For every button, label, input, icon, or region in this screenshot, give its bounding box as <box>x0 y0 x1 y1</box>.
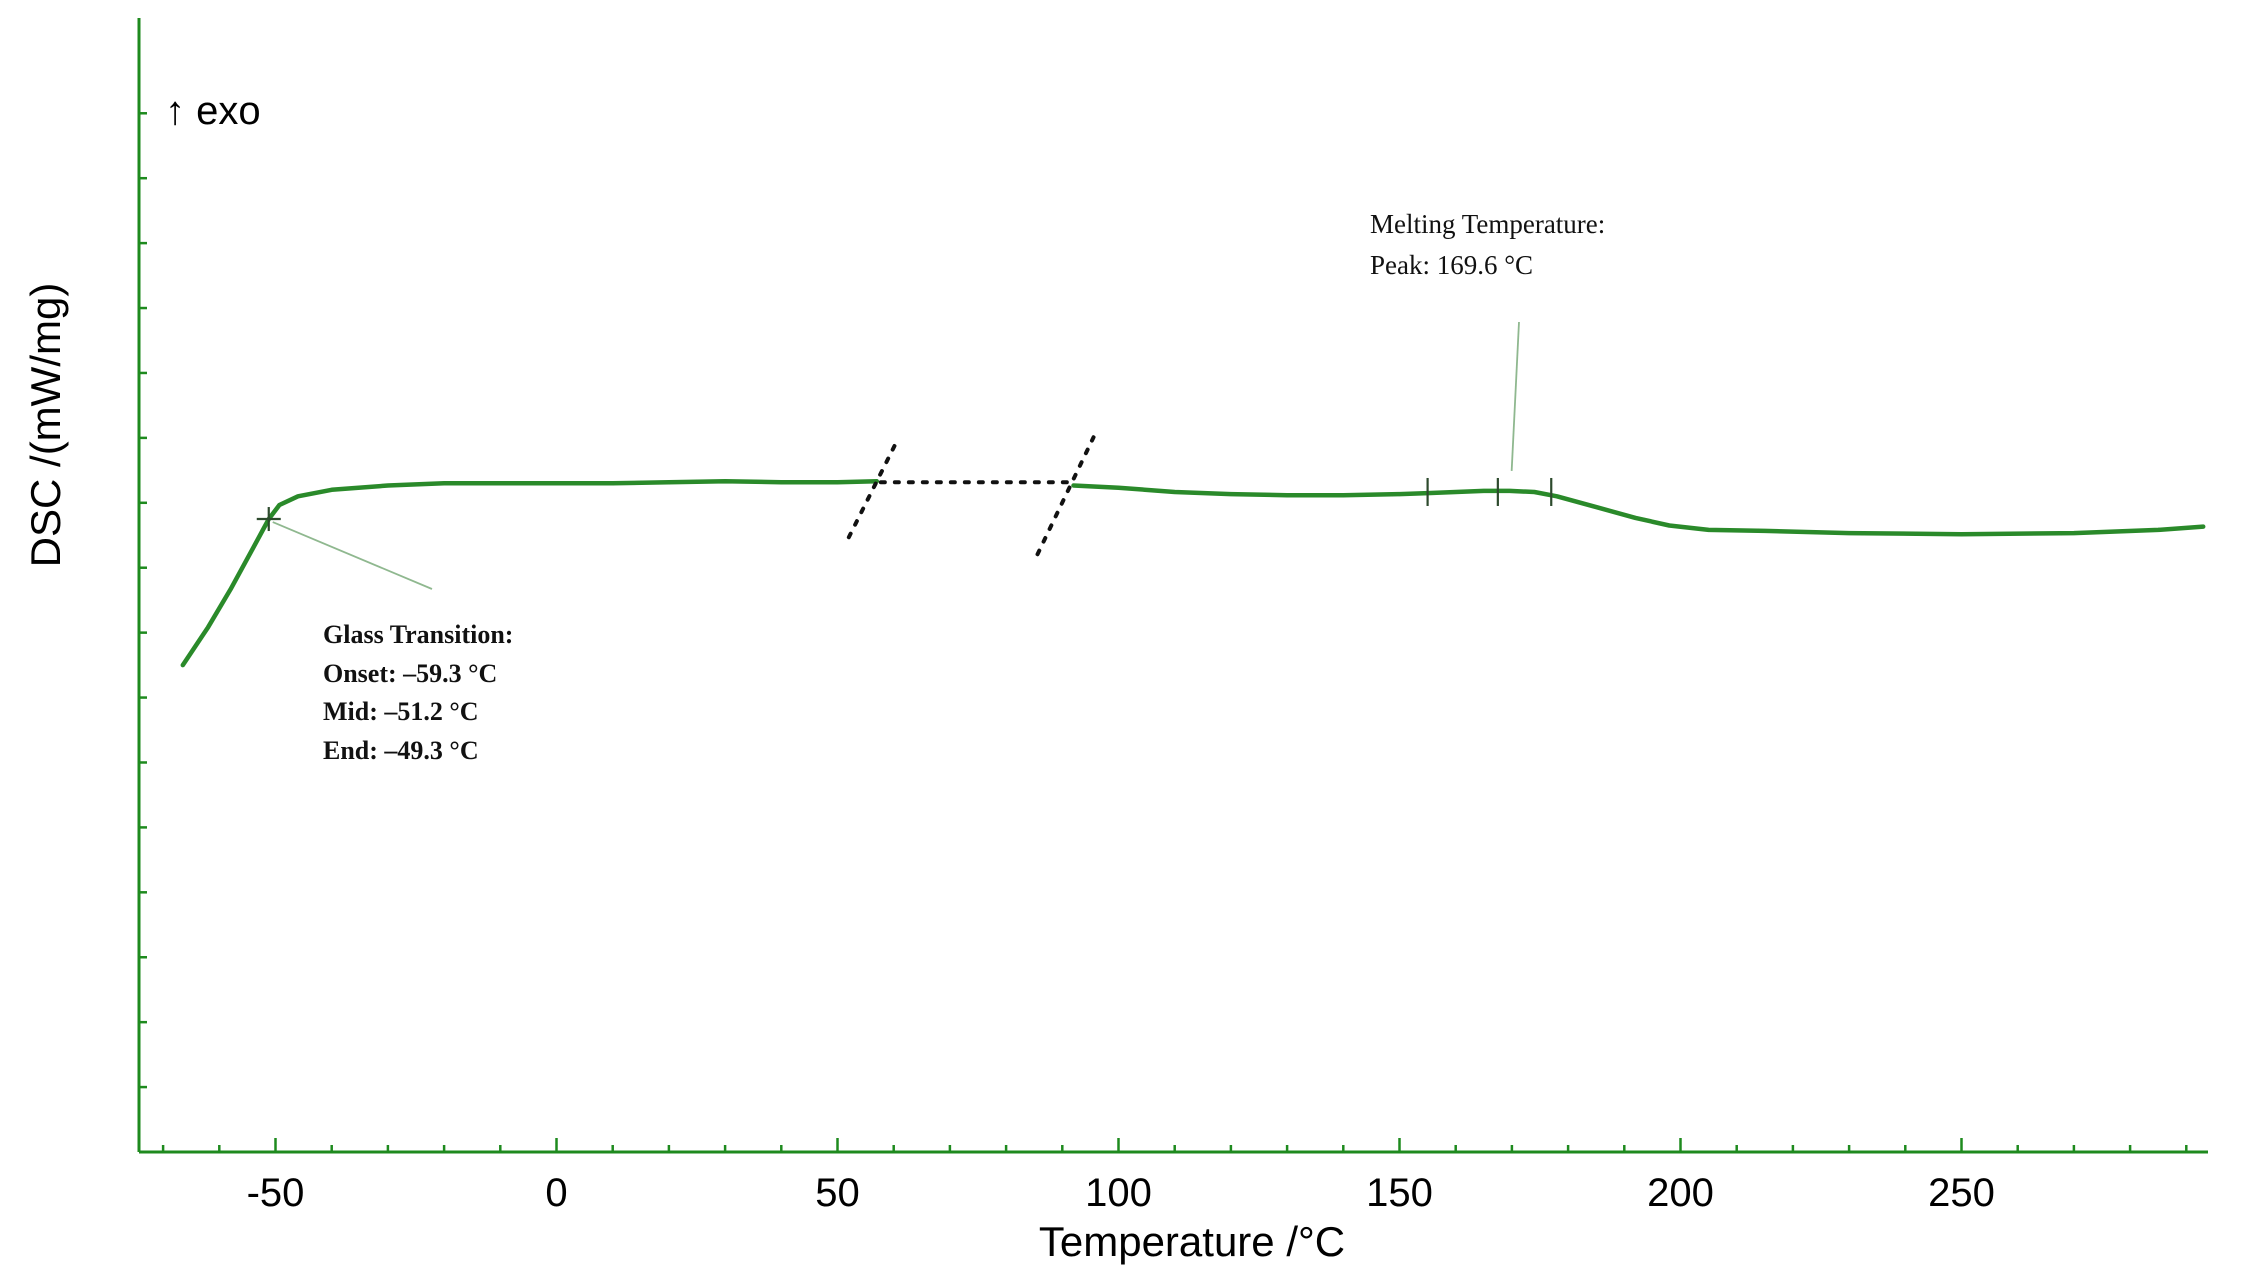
x-axis-ticks <box>161 1138 2188 1152</box>
melting-title: Melting Temperature: <box>1370 209 1605 239</box>
x-axis-tick-labels: -50 0 50 100 150 200 250 <box>247 1171 1995 1215</box>
melting-peak: Peak: 169.6 °C <box>1370 250 1533 280</box>
x-tick-label: 200 <box>1647 1171 1714 1215</box>
dsc-curve-segment-1 <box>180 478 880 668</box>
axis-break-right-slash <box>1035 435 1096 557</box>
x-tick-label: -50 <box>247 1171 305 1215</box>
y-axis-ticks <box>139 112 147 1089</box>
axis-break-left-slash <box>846 435 901 540</box>
y-axis-title: DSC /(mW/mg) <box>22 283 69 568</box>
marker-group <box>256 477 1553 532</box>
glass-transition-mid: Mid: –51.2 °C <box>323 697 479 726</box>
x-tick-label: 0 <box>545 1171 567 1215</box>
glass-transition-leader-line <box>272 521 433 590</box>
glass-transition-annotation: Glass Transition: Onset: –59.3 °C Mid: –… <box>272 521 513 765</box>
x-tick-label: 150 <box>1366 1171 1433 1215</box>
melting-leader-line <box>1510 321 1520 471</box>
axis-break-group <box>846 435 1096 557</box>
chart-axes <box>137 18 2208 1154</box>
glass-transition-end: End: –49.3 °C <box>323 736 479 765</box>
exo-direction-label: ↑ exo <box>165 89 261 133</box>
dsc-curve-group <box>180 478 2206 668</box>
dsc-curve-segment-2 <box>1071 483 2206 537</box>
x-tick-label: 100 <box>1085 1171 1152 1215</box>
x-tick-label: 250 <box>1928 1171 1995 1215</box>
melting-annotation: Melting Temperature: Peak: 169.6 °C <box>1370 209 1605 471</box>
glass-transition-title: Glass Transition: <box>323 620 513 649</box>
x-tick-label: 50 <box>815 1171 860 1215</box>
x-axis-title: Temperature /°C <box>1039 1218 1345 1265</box>
glass-transition-onset: Onset: –59.3 °C <box>323 659 497 688</box>
